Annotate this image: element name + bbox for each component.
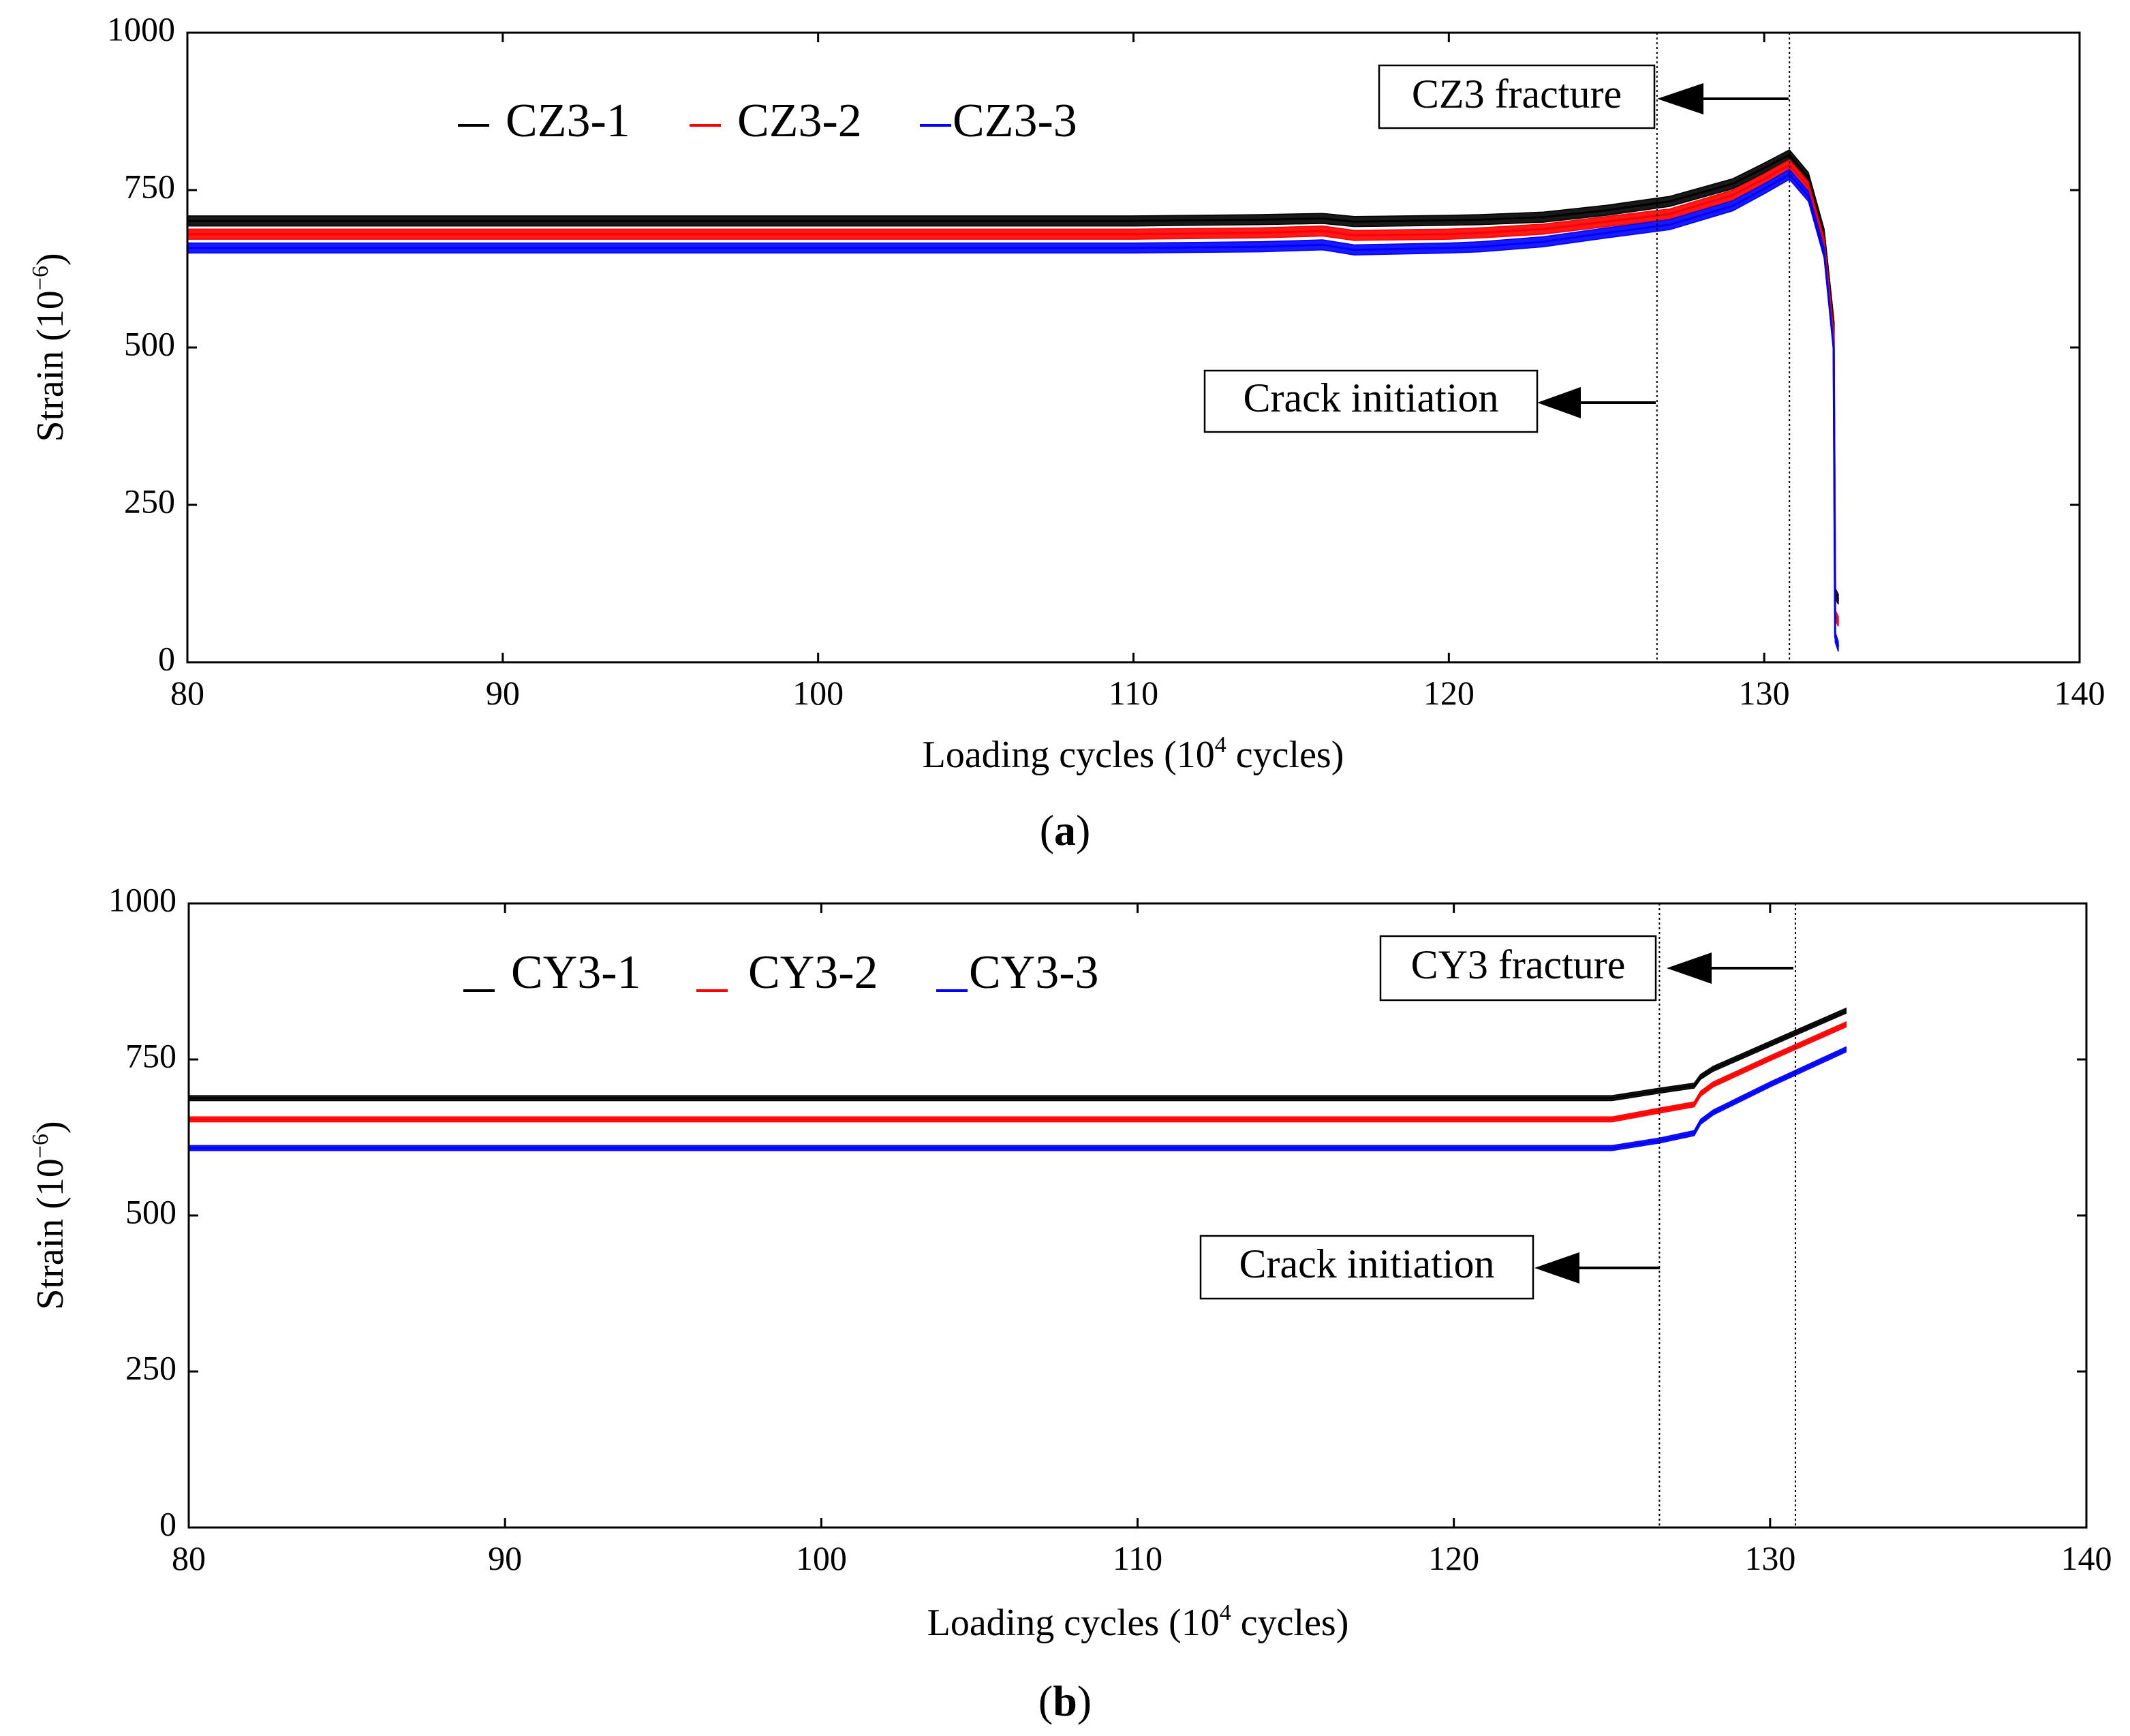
panel-b-caption-letter: b <box>1053 1677 1077 1725</box>
panel-a-fracture-box <box>1378 64 1656 129</box>
panel-a-y-tick-label: 0 <box>158 639 175 677</box>
panel-b-y-tick-label: 500 <box>125 1192 176 1230</box>
panel-a-y-tick-label: 500 <box>124 324 175 362</box>
panel-a-x-tick-label: 90 <box>486 674 520 712</box>
panel-b-crack-box <box>1199 1235 1534 1300</box>
panel-a-ylabel-main: Strain (10 <box>29 290 72 441</box>
panel-a-x-axis-label: Loading cycles (104 cycles) <box>923 732 1344 776</box>
panel-a-caption: (a) <box>1040 806 1091 854</box>
legend-label-cy3-3: CY3-3 <box>969 946 1099 999</box>
panel-b-crack-label: Crack initiation <box>1239 1241 1495 1286</box>
panel-a-x-tick-label: 80 <box>170 674 204 712</box>
panel-a-crack-arrow-head <box>1537 387 1581 418</box>
panel-b: 80 90 100 110 120 130 140 0 250 500 750 1000 CY3-1 … <box>28 880 2112 1725</box>
panel-a-x-tick-label: 130 <box>1739 674 1790 712</box>
panel-b-y-tick-label: 750 <box>125 1036 176 1074</box>
series-band-cz3-2 <box>187 159 1839 627</box>
panel-b-xlabel-tail: cycles) <box>1231 1602 1349 1644</box>
panel-b-x-tick-label: 100 <box>796 1539 847 1577</box>
panel-b-fracture-box <box>1379 935 1657 1002</box>
panel-b-ylabel-tail: ) <box>29 1121 72 1134</box>
legend-label-cy3-1: CY3-1 <box>511 946 641 999</box>
panel-a-vlines <box>1656 33 1791 662</box>
panel-a-crack-label: Crack initiation <box>1244 375 1499 420</box>
legend-label-cz3-2: CZ3-2 <box>737 95 862 147</box>
panel-b-crack-arrow-head <box>1534 1252 1579 1284</box>
panel-a-x-tick-label: 140 <box>2054 674 2105 712</box>
panel-a-caption-letter: a <box>1054 806 1076 854</box>
panel-a-ylabel-sup: −6 <box>28 266 53 290</box>
panel-a-y-tick-label: 250 <box>124 482 175 520</box>
panel-b-ticks: 80 90 100 110 120 130 140 0 250 500 750 1000 <box>108 880 2112 1577</box>
panel-a-crack-box <box>1203 369 1539 433</box>
series-line-cz3-3 <box>187 172 1840 647</box>
panel-a-legend: CZ3-1 CZ3-2 CZ3-3 <box>458 95 1077 147</box>
series-band-cy3-2 <box>188 1021 1847 1123</box>
panel-b-x-tick-label: 130 <box>1744 1539 1795 1577</box>
panel-b-xlabel-main: Loading cycles (10 <box>927 1602 1220 1644</box>
panel-b-x-tick-label: 80 <box>172 1539 206 1577</box>
panel-b-ylabel-main: Strain (10 <box>29 1158 72 1309</box>
panel-b-y-tick-label: 250 <box>125 1348 176 1386</box>
panel-a-fracture-label: CZ3 fracture <box>1412 72 1622 117</box>
series-band-cy3-3 <box>188 1046 1847 1151</box>
panel-b-fracture-label: CY3 fracture <box>1411 942 1626 987</box>
panel-b-y-tick-label: 1000 <box>108 880 176 918</box>
panel-a-xlabel-sup: 4 <box>1215 732 1226 758</box>
panel-b-x-tick-label: 140 <box>2061 1539 2112 1577</box>
panel-b-y-axis-label: Strain (10−6) <box>28 1121 72 1309</box>
panel-b-vlines <box>1658 903 1796 1528</box>
panel-a-x-tick-label: 100 <box>792 674 844 712</box>
panel-a-plot-frame <box>186 31 2081 664</box>
panel-b-ylabel-sup: −6 <box>28 1134 53 1158</box>
legend-label-cz3-1: CZ3-1 <box>506 95 630 147</box>
panel-b-x-tick-label: 120 <box>1428 1539 1479 1577</box>
series-line-cy3-2 <box>189 1023 1847 1121</box>
panel-b-plot-frame <box>187 902 2088 1529</box>
panel-a-x-tick-label: 120 <box>1423 674 1475 712</box>
panel-b-x-tick-label: 110 <box>1113 1539 1162 1577</box>
panel-a-ylabel-tail: ) <box>29 253 72 266</box>
series-band-cz3-1 <box>187 149 1839 605</box>
panel-a-series <box>187 149 1840 652</box>
panel-b-caption: (b) <box>1038 1677 1092 1725</box>
panel-a-y-tick-label: 1000 <box>107 10 175 48</box>
panel-a-x-tick-label: 110 <box>1109 674 1158 712</box>
panel-a-y-axis-label: Strain (10−6) <box>28 253 72 441</box>
series-line-cy3-1 <box>189 1010 1847 1100</box>
panel-b-x-axis-label: Loading cycles (104 cycles) <box>927 1600 1349 1644</box>
panel-b-series <box>188 1007 1847 1151</box>
series-band-cy3-1 <box>188 1007 1847 1102</box>
panel-a-y-tick-label: 750 <box>124 167 175 205</box>
panel-a: 80 90 100 110 120 130 140 0 250 500 750 1000 CZ3-1 … <box>28 10 2105 854</box>
panel-a-ticks: 80 90 100 110 120 130 140 0 250 500 750 1000 <box>107 10 2105 712</box>
panel-a-fracture-arrow-head <box>1657 83 1703 114</box>
legend-label-cz3-3: CZ3-3 <box>953 95 1077 147</box>
panel-b-xlabel-sup: 4 <box>1220 1600 1231 1626</box>
panel-a-xlabel-tail: cycles) <box>1226 734 1344 776</box>
panel-b-legend: CY3-1 CY3-2 CY3-3 <box>463 946 1099 999</box>
panel-b-y-tick-label: 0 <box>159 1504 176 1543</box>
series-band-cz3-3 <box>187 168 1839 652</box>
panel-b-x-tick-label: 90 <box>488 1539 522 1577</box>
legend-label-cy3-2: CY3-2 <box>748 946 878 999</box>
panel-a-xlabel-main: Loading cycles (10 <box>923 734 1215 776</box>
series-line-cy3-3 <box>189 1048 1847 1149</box>
panel-b-fracture-arrow-head <box>1667 952 1712 984</box>
